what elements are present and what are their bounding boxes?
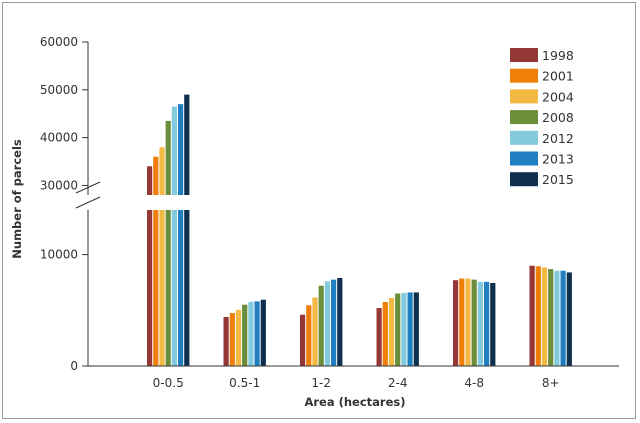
x-tick-label: 4-8 xyxy=(464,376,484,390)
legend-swatch-2008 xyxy=(510,110,538,125)
bar-8+-2015 xyxy=(566,272,572,366)
bar-0-0.5-2004-upper xyxy=(159,147,165,195)
legend-label-2013: 2013 xyxy=(542,152,574,167)
bar-0-0.5-2012-upper xyxy=(171,106,177,195)
bar-2-4-2012 xyxy=(401,293,407,366)
legend-label-2015: 2015 xyxy=(542,172,574,187)
bar-8+-2008 xyxy=(548,269,554,366)
bar-8+-2001 xyxy=(535,266,541,366)
bar-0-0.5-2015-upper xyxy=(184,94,190,195)
bar-4-8-2004 xyxy=(465,278,471,366)
axes-group: 0-0.5 0.5-1 1-2 2-4 4-8 8+ 0 10000 30000 40000 500… xyxy=(40,35,619,390)
bar-0-0.5-2008-upper xyxy=(165,120,171,195)
bar-0.5-1-2004 xyxy=(235,309,242,366)
bar-2-4-2013 xyxy=(407,292,413,366)
bar-chart: 0-0.5 0.5-1 1-2 2-4 4-8 8+ 0 10000 30000 40000 500… xyxy=(10,35,619,409)
x-tick-label: 0.5-1 xyxy=(229,376,260,390)
bar-0-0.5-1998-lower xyxy=(147,210,153,366)
bar-2-4-2015 xyxy=(413,292,419,366)
bar-2-4-2008 xyxy=(395,293,401,366)
bar-4-8-2013 xyxy=(484,281,490,366)
bar-2-4-2001 xyxy=(382,301,388,366)
bar-4-8-1998 xyxy=(453,280,459,366)
x-tick-label: 1-2 xyxy=(311,376,331,390)
legend-label-2004: 2004 xyxy=(542,89,574,104)
bar-8+-2004 xyxy=(541,267,548,366)
bar-0-0.5-2001-lower xyxy=(153,210,159,366)
legend-label-2008: 2008 xyxy=(542,110,574,125)
legend-swatch-2013 xyxy=(510,151,538,166)
legend-label-1998: 1998 xyxy=(542,48,574,63)
bar-1-2-2001 xyxy=(306,305,312,366)
bar-1-2-2004 xyxy=(312,297,318,366)
legend-swatch-2001 xyxy=(510,68,538,83)
bar-1-2-2015 xyxy=(337,277,343,366)
legend-label-2012: 2012 xyxy=(542,131,574,146)
y-tick-label: 50000 xyxy=(40,83,78,97)
bar-0.5-1-2015 xyxy=(260,299,266,366)
bar-4-8-2001 xyxy=(459,278,465,366)
y-axis-title: Number of parcels xyxy=(10,139,24,259)
legend: 1998 2001 2004 2008 2012 2013 2015 xyxy=(510,48,574,187)
y-tick-label: 30000 xyxy=(40,178,78,192)
bar-0.5-1-1998 xyxy=(223,316,229,366)
y-tick-label: 10000 xyxy=(40,248,78,262)
bar-2-4-2004 xyxy=(388,298,395,366)
chart-frame: 0-0.5 0.5-1 1-2 2-4 4-8 8+ 0 10000 30000 40000 500… xyxy=(2,2,636,419)
y-tick-label: 0 xyxy=(70,359,78,373)
x-tick-label: 8+ xyxy=(542,376,560,390)
bar-0-0.5-1998-upper xyxy=(147,166,153,195)
bar-1-2-2013 xyxy=(331,279,337,366)
bar-4-8-2012 xyxy=(477,281,483,366)
bar-1-2-2012 xyxy=(324,281,330,366)
legend-swatch-2012 xyxy=(510,130,538,145)
legend-label-2001: 2001 xyxy=(542,69,574,84)
bar-1-2-2008 xyxy=(318,285,324,366)
bar-8+-1998 xyxy=(529,265,535,366)
bar-0.5-1-2008 xyxy=(242,304,248,366)
y-tick-label: 60000 xyxy=(40,35,78,49)
bar-0-0.5-2013-lower xyxy=(178,210,184,366)
legend-swatch-1998 xyxy=(510,48,538,62)
bar-0-0.5-2001-upper xyxy=(153,156,159,195)
bar-0-0.5-2013-upper xyxy=(178,104,184,195)
x-tick-label: 2-4 xyxy=(388,376,408,390)
bar-8+-2013 xyxy=(560,270,566,366)
bar-0.5-1-2013 xyxy=(254,301,260,366)
x-axis-title: Area (hectares) xyxy=(304,395,405,409)
bar-8+-2012 xyxy=(554,270,560,366)
bar-4-8-2008 xyxy=(471,279,477,366)
bar-0-0.5-2008-lower xyxy=(165,210,171,366)
y-tick-label: 40000 xyxy=(40,131,78,145)
legend-swatch-2004 xyxy=(510,89,538,104)
axis-break-mark xyxy=(75,196,101,209)
bar-0.5-1-2001 xyxy=(229,313,235,366)
bar-4-8-2015 xyxy=(490,282,496,366)
bar-0-0.5-2004-lower xyxy=(159,210,165,366)
axis-break-mark xyxy=(75,181,101,194)
legend-swatch-2015 xyxy=(510,172,538,187)
bar-0-0.5-2012-lower xyxy=(171,210,177,366)
x-tick-label: 0-0.5 xyxy=(153,376,184,390)
bar-0-0.5-2015-lower xyxy=(184,210,190,366)
bar-2-4-1998 xyxy=(376,308,382,366)
bars-group xyxy=(147,94,572,366)
bar-1-2-1998 xyxy=(300,314,306,366)
bar-0.5-1-2012 xyxy=(248,301,254,366)
